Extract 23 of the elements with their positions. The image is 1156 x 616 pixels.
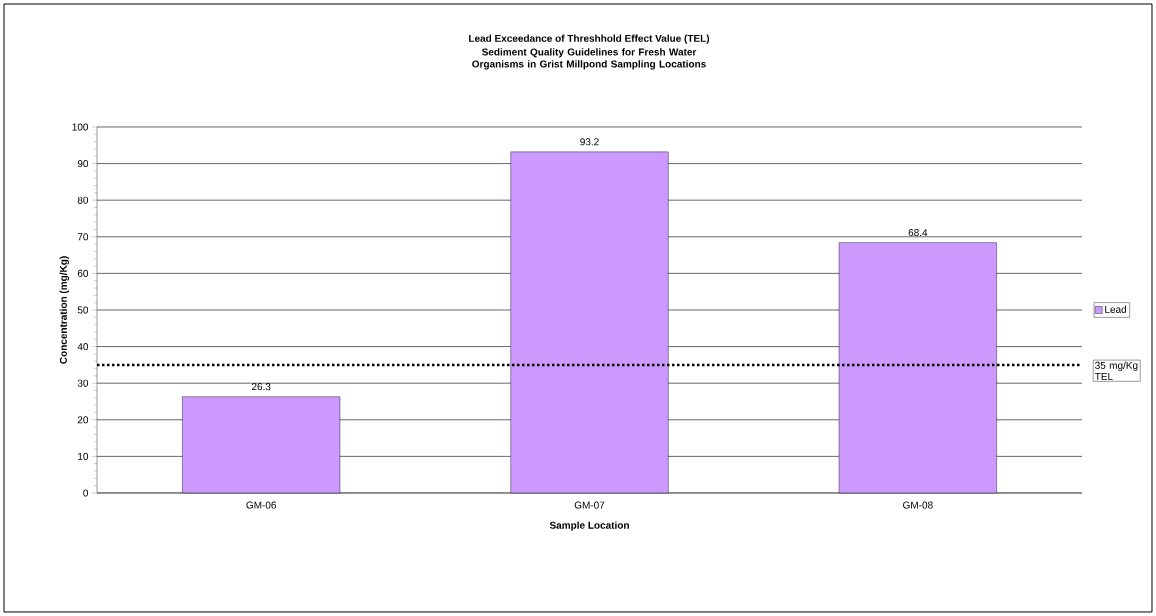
y-tick-label: 80 (77, 196, 89, 204)
y-tick-label: 90 (77, 160, 89, 168)
x-tick-label: GM-08 (903, 501, 933, 509)
x-tick-label: GM-07 (574, 501, 605, 509)
y-tick-label: 20 (77, 416, 89, 424)
data-label: 26.3 (251, 383, 271, 391)
y-tick-label: 50 (77, 306, 89, 314)
y-tick-label: 70 (77, 233, 89, 241)
chart-title: Lead Exceedance of Threshhold Effect Value (TEL) (469, 34, 710, 44)
y-tick-label: 60 (77, 269, 89, 277)
y-axis-title: Concentration (mg/Kg) (59, 256, 69, 364)
x-axis-title: Sample Location (549, 521, 629, 531)
y-tick-label: 40 (77, 343, 89, 351)
data-label: 68.4 (908, 229, 928, 237)
ref-line-label: 35 mg/Kg TEL (1094, 361, 1138, 380)
y-tick-label: 30 (77, 379, 89, 387)
data-label: 93.2 (580, 138, 599, 146)
legend-label: Lead (1105, 305, 1127, 313)
y-tick-label: 100 (72, 123, 89, 131)
x-tick-label: GM-06 (246, 501, 277, 509)
y-tick-label: 0 (83, 489, 89, 497)
y-tick-label: 10 (78, 452, 89, 460)
chart-subtitle: Sediment Quality Guidelines for Fresh Water Organisms in Grist Millpond Sampling Locations (472, 48, 706, 70)
